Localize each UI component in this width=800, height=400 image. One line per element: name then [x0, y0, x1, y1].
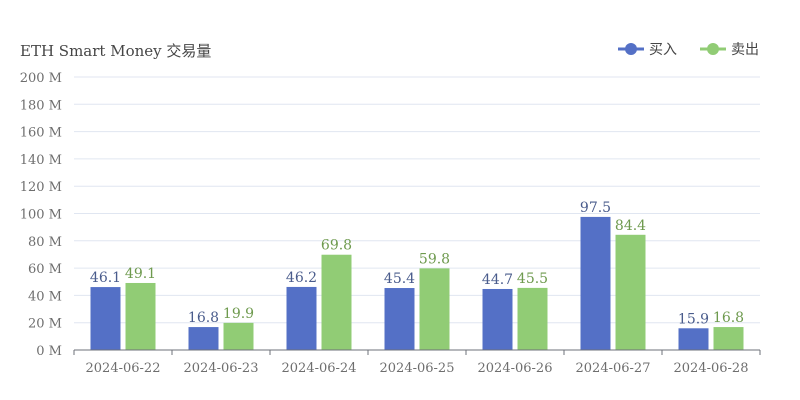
bar-sell[interactable] — [713, 327, 744, 350]
x-tick-label: 2024-06-24 — [282, 361, 357, 376]
bar-buy[interactable] — [678, 328, 709, 350]
data-label: 15.9 — [678, 311, 709, 327]
bar-sell[interactable] — [615, 234, 646, 350]
x-axis: 2024-06-22 2024-06-23 2024-06-24 2024-06-25… — [73, 349, 761, 376]
legend-label: 卖出 — [731, 42, 759, 58]
bar-sell[interactable] — [223, 322, 254, 350]
bar-buy[interactable] — [90, 287, 121, 350]
bar-buy[interactable] — [286, 286, 317, 350]
y-tick-label: 180 M — [20, 98, 62, 113]
data-label: 49.1 — [125, 266, 156, 282]
legend-item-sell[interactable]: 卖出 — [700, 42, 759, 58]
bar-buy[interactable] — [580, 216, 611, 350]
y-tick-label: 0 M — [36, 344, 62, 359]
data-label: 97.5 — [580, 200, 611, 216]
x-tick-label: 2024-06-26 — [478, 361, 553, 376]
data-label: 84.4 — [615, 218, 646, 234]
data-labels: 46.1 49.116.8 19.946.269.845.459.844.7 45.5… — [90, 200, 744, 327]
bar-buy[interactable] — [384, 288, 415, 350]
legend-marker-icon — [707, 43, 719, 55]
x-tick-label: 2024-06-25 — [380, 361, 455, 376]
data-label: 45.4 — [384, 271, 415, 287]
y-tick-label: 140 M — [20, 153, 62, 168]
bar-sell[interactable] — [419, 268, 450, 350]
x-tick-label: 2024-06-27 — [576, 361, 651, 376]
data-label: 59.8 — [419, 251, 450, 267]
legend-marker-icon — [625, 43, 637, 55]
bar-buy[interactable] — [482, 288, 513, 350]
chart-title: ETH Smart Money 交易量 — [20, 42, 211, 60]
y-tick-label: 200 M — [20, 71, 62, 86]
y-tick-label: 60 M — [28, 262, 62, 277]
bar-sell[interactable] — [517, 287, 548, 350]
y-tick-label: 120 M — [20, 180, 62, 195]
bar-sell[interactable] — [125, 282, 156, 350]
legend-label: 买入 — [649, 42, 677, 58]
bar-buy[interactable] — [188, 327, 219, 350]
x-tick-label: 2024-06-28 — [674, 361, 749, 376]
y-tick-label: 160 M — [20, 126, 62, 141]
bars — [90, 216, 744, 350]
grid-lines — [74, 76, 760, 324]
data-label: 46.2 — [286, 270, 317, 286]
legend-item-buy[interactable]: 买入 — [618, 42, 677, 58]
data-label: 44.7 — [482, 272, 513, 288]
x-tick-label: 2024-06-22 — [86, 361, 161, 376]
bar-sell[interactable] — [321, 254, 352, 350]
x-tick-label: 2024-06-23 — [184, 361, 259, 376]
data-label: 16.8 — [713, 310, 744, 326]
y-tick-label: 40 M — [28, 289, 62, 304]
data-label: 69.8 — [321, 238, 352, 254]
y-tick-label: 20 M — [28, 317, 62, 332]
data-label: 16.8 — [188, 310, 219, 326]
y-axis-ticks: 0 M 20 M 40 M 60 M 80 M 100 M 120 M 140 M 160 M 1… — [20, 71, 62, 359]
y-tick-label: 80 M — [28, 235, 62, 250]
data-label: 46.1 — [90, 270, 121, 286]
y-tick-label: 100 M — [20, 208, 62, 223]
legend[interactable]: 买入 卖出 — [618, 42, 759, 58]
data-label: 19.9 — [223, 306, 254, 322]
data-label: 45.5 — [517, 271, 548, 287]
